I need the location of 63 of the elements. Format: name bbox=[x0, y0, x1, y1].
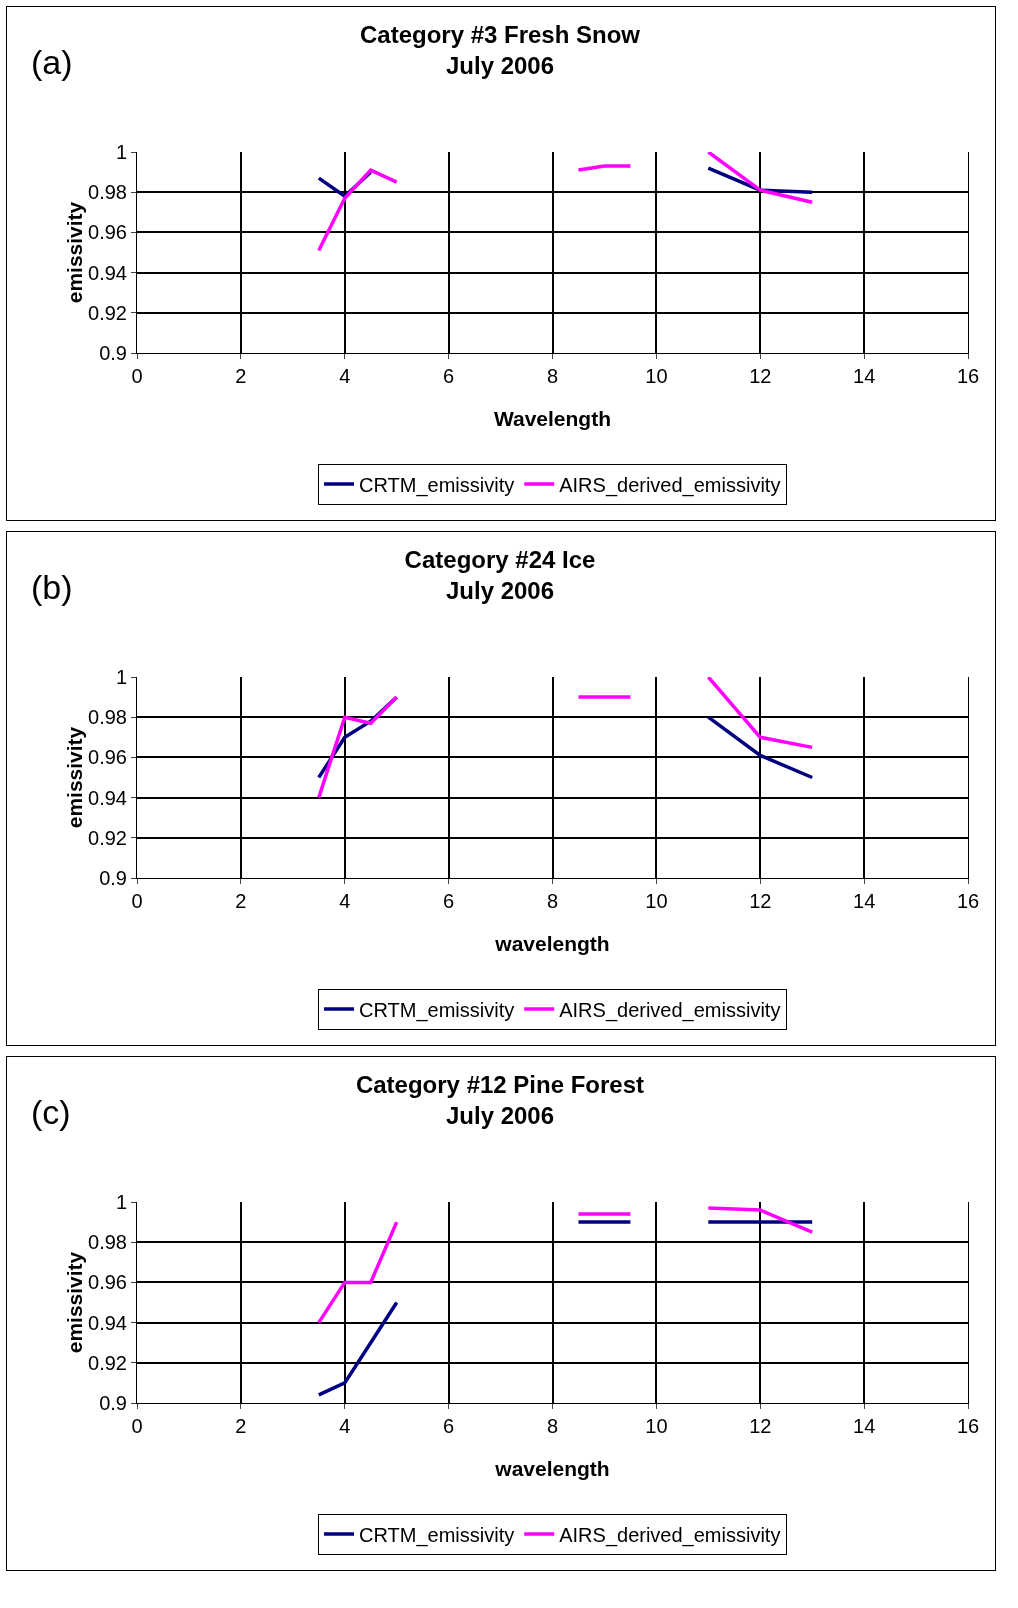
x-axis-title: wavelength bbox=[494, 932, 610, 955]
y-axis-title: emissivity bbox=[63, 726, 87, 829]
x-tick-label: 8 bbox=[546, 365, 559, 387]
x-tick-label: 16 bbox=[956, 890, 980, 912]
text: (b) bbox=[31, 568, 73, 606]
y-tick-label: 0.96 bbox=[88, 1271, 127, 1294]
x-axis-title: wavelength bbox=[494, 1457, 610, 1480]
x-tick-label: 4 bbox=[339, 890, 351, 912]
x-tick-label: 4 bbox=[339, 365, 351, 387]
x-tick-label: 10 bbox=[645, 890, 668, 912]
y-tick-label: 0.9 bbox=[99, 867, 127, 889]
x-tick-label: 6 bbox=[443, 890, 455, 912]
x-tick-label: 16 bbox=[956, 1415, 980, 1437]
x-tick-label: 0 bbox=[131, 890, 143, 912]
x-tick-label: 14 bbox=[853, 1415, 876, 1437]
text: (c) bbox=[31, 1093, 71, 1131]
legend-label: CRTM_emissivity bbox=[359, 998, 515, 1022]
legend-label: AIRS_derived_emissivity bbox=[559, 998, 781, 1022]
legend-label: AIRS_derived_emissivity bbox=[559, 473, 781, 497]
legend-label: CRTM_emissivity bbox=[359, 473, 515, 497]
y-tick-label: 0.92 bbox=[88, 1351, 127, 1374]
y-tick-label: 1 bbox=[115, 666, 127, 688]
y-tick-label: 0.9 bbox=[99, 1392, 127, 1414]
y-axis-title: emissivity bbox=[63, 1251, 87, 1354]
y-tick-label: 0.94 bbox=[88, 1311, 127, 1334]
text: (a) bbox=[31, 43, 73, 81]
legend-label: AIRS_derived_emissivity bbox=[559, 1523, 781, 1547]
y-tick-label: 0.98 bbox=[88, 181, 127, 204]
x-tick-label: 8 bbox=[546, 890, 559, 912]
x-tick-label: 12 bbox=[749, 1415, 772, 1437]
y-axis-title: emissivity bbox=[63, 201, 87, 304]
y-tick-label: 0.92 bbox=[88, 826, 127, 849]
y-tick-label: 0.98 bbox=[88, 706, 127, 729]
x-tick-label: 0 bbox=[131, 365, 143, 387]
x-tick-label: 2 bbox=[235, 890, 247, 912]
x-tick-label: 14 bbox=[853, 890, 876, 912]
y-tick-label: 0.94 bbox=[88, 786, 127, 809]
y-tick-label: 1 bbox=[115, 141, 127, 163]
x-tick-label: 12 bbox=[749, 365, 772, 387]
x-tick-label: 6 bbox=[443, 1415, 455, 1437]
chart-title: Category #24 Ice July 2006 bbox=[404, 545, 596, 604]
x-tick-label: 6 bbox=[443, 365, 455, 387]
y-tick-label: 0.98 bbox=[88, 1231, 127, 1254]
x-tick-label: 4 bbox=[339, 1415, 351, 1437]
x-axis-title: Wavelength bbox=[493, 407, 612, 430]
x-tick-label: 10 bbox=[645, 1415, 668, 1437]
x-tick-label: 12 bbox=[749, 890, 772, 912]
x-tick-label: 2 bbox=[235, 1415, 247, 1437]
y-tick-label: 0.9 bbox=[99, 342, 127, 364]
chart-title: Category #3 Fresh Snow July 2006 bbox=[359, 20, 641, 79]
chart-title: Category #12 Pine Forest July 2006 bbox=[355, 1070, 645, 1129]
y-tick-label: 0.96 bbox=[88, 221, 127, 244]
x-tick-label: 8 bbox=[546, 1415, 559, 1437]
y-tick-label: 0.94 bbox=[88, 261, 127, 284]
y-tick-label: 0.92 bbox=[88, 301, 127, 324]
y-tick-label: 1 bbox=[115, 1191, 127, 1213]
x-tick-label: 14 bbox=[853, 365, 876, 387]
x-tick-label: 0 bbox=[131, 1415, 143, 1437]
legend-label: CRTM_emissivity bbox=[359, 1523, 515, 1547]
x-tick-label: 2 bbox=[235, 365, 247, 387]
x-tick-label: 10 bbox=[645, 365, 668, 387]
y-tick-label: 0.96 bbox=[88, 746, 127, 769]
x-tick-label: 16 bbox=[956, 365, 980, 387]
